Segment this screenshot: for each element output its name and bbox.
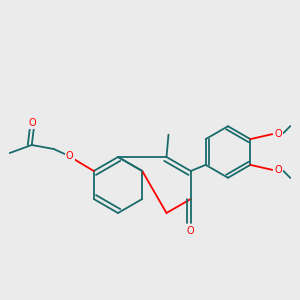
Text: O: O bbox=[274, 129, 282, 139]
Text: O: O bbox=[66, 151, 74, 161]
Text: O: O bbox=[187, 226, 195, 236]
Text: O: O bbox=[274, 165, 282, 175]
Text: O: O bbox=[29, 118, 37, 128]
